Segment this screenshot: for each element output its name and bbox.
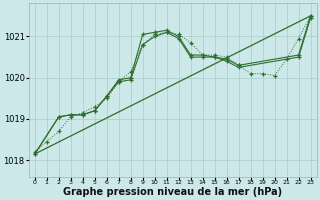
X-axis label: Graphe pression niveau de la mer (hPa): Graphe pression niveau de la mer (hPa) bbox=[63, 187, 282, 197]
